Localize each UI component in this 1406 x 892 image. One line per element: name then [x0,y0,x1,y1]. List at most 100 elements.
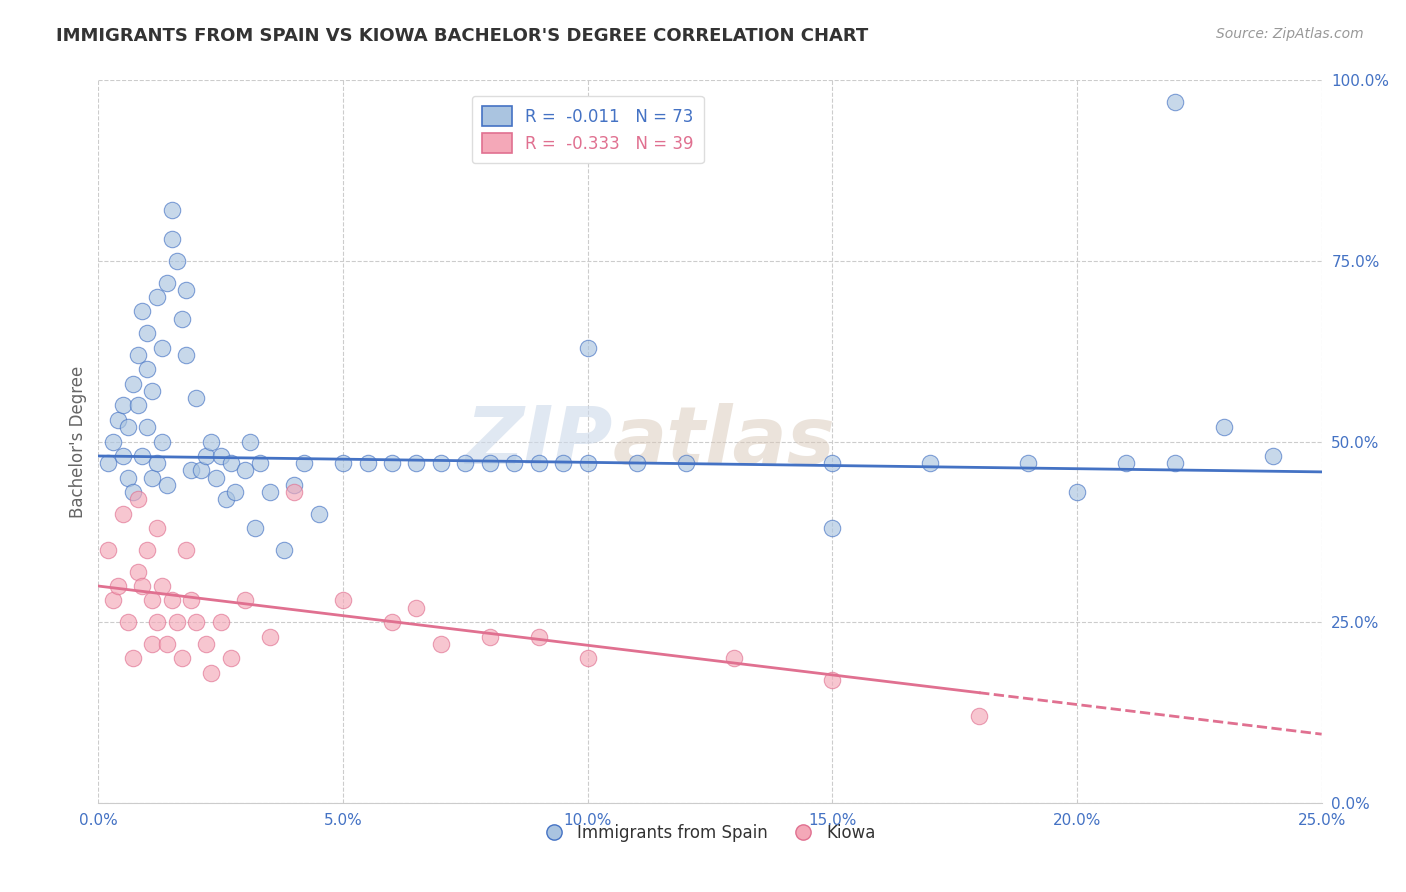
Point [675,456,697,470]
Point [723,651,745,665]
Point [224,485,246,500]
Point [1115,456,1137,470]
Point [821,521,844,535]
Point [308,507,330,521]
Point [430,456,453,470]
Point [332,593,354,607]
Point [160,203,183,218]
Point [146,456,169,470]
Point [111,398,134,412]
Point [146,521,169,535]
Point [131,579,153,593]
Point [180,463,202,477]
Point [283,478,305,492]
Point [136,420,159,434]
Point [176,348,198,362]
Point [156,276,179,290]
Point [136,362,159,376]
Point [176,283,198,297]
Point [1212,420,1234,434]
Point [405,456,427,470]
Point [111,449,134,463]
Point [141,384,163,398]
Point [127,348,149,362]
Point [141,637,163,651]
Point [249,456,271,470]
Text: IMMIGRANTS FROM SPAIN VS KIOWA BACHELOR'S DEGREE CORRELATION CHART: IMMIGRANTS FROM SPAIN VS KIOWA BACHELOR'… [56,27,869,45]
Point [356,456,378,470]
Point [967,709,990,723]
Point [136,326,159,340]
Point [166,253,188,268]
Point [626,456,648,470]
Point [576,341,599,355]
Point [259,485,281,500]
Point [527,630,550,644]
Point [150,341,173,355]
Point [160,232,183,246]
Point [150,579,173,593]
Point [117,470,139,484]
Point [117,420,139,434]
Point [821,673,844,687]
Legend: Immigrants from Spain, Kiowa: Immigrants from Spain, Kiowa [537,817,883,848]
Point [107,413,129,427]
Point [195,637,218,651]
Point [405,600,427,615]
Point [1164,95,1187,109]
Point [131,304,153,318]
Point [156,637,179,651]
Point [170,651,193,665]
Point [205,470,228,484]
Point [239,434,262,449]
Point [121,485,143,500]
Point [273,542,295,557]
Point [478,456,501,470]
Point [127,565,149,579]
Point [127,492,149,507]
Point [97,456,120,470]
Point [283,485,305,500]
Point [430,637,453,651]
Point [107,579,129,593]
Point [553,456,575,470]
Point [186,391,208,405]
Point [209,615,232,630]
Point [821,456,844,470]
Point [141,470,163,484]
Point [233,463,256,477]
Point [214,492,236,507]
Point [209,449,232,463]
Point [243,521,266,535]
Text: ZIP: ZIP [465,402,612,481]
Point [160,593,183,607]
Point [156,478,179,492]
Point [576,456,599,470]
Point [259,630,281,644]
Point [381,615,404,630]
Point [111,507,134,521]
Point [146,290,169,304]
Point [186,615,208,630]
Point [190,463,212,477]
Point [127,398,149,412]
Point [121,376,143,391]
Point [454,456,477,470]
Point [101,434,124,449]
Point [141,593,163,607]
Text: Source: ZipAtlas.com: Source: ZipAtlas.com [1216,27,1364,41]
Point [200,665,222,680]
Point [576,651,599,665]
Text: atlas: atlas [612,402,835,481]
Point [200,434,222,449]
Point [219,456,242,470]
Point [131,449,153,463]
Point [1164,456,1187,470]
Point [146,615,169,630]
Point [117,615,139,630]
Point [332,456,354,470]
Point [150,434,173,449]
Point [180,593,202,607]
Y-axis label: Bachelor's Degree: Bachelor's Degree [69,366,87,517]
Point [292,456,315,470]
